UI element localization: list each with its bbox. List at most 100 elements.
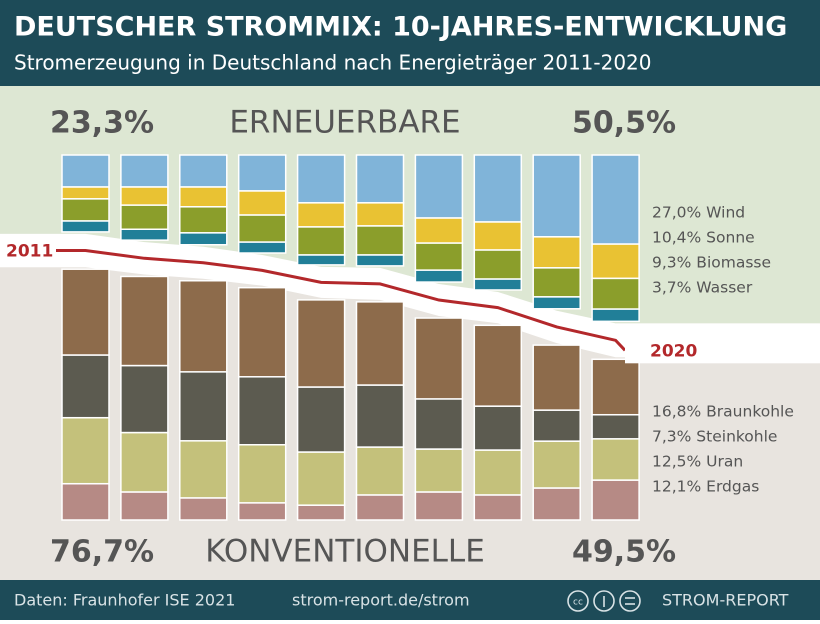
bar-segment <box>532 236 581 269</box>
legend-label: 7,3% Steinkohle <box>652 428 777 446</box>
bar-segment <box>296 504 346 521</box>
bar-segment <box>296 451 346 506</box>
bar-segment <box>237 286 287 378</box>
legend-label: 9,3% Biomasse <box>652 254 771 272</box>
bar-segment <box>120 364 169 434</box>
bar-segment <box>237 154 287 192</box>
bar-segment <box>355 154 405 204</box>
group-title: KONVENTIONELLE <box>205 534 485 570</box>
bar-segment <box>179 232 228 246</box>
bar-segment <box>61 268 110 356</box>
bar-segment <box>473 278 523 291</box>
bar-segment <box>355 301 405 386</box>
license-icons: cc <box>567 590 641 612</box>
bar-segment <box>473 324 523 407</box>
bar-segment <box>532 154 581 238</box>
bar-segment <box>120 275 169 367</box>
bar-segment <box>237 214 287 243</box>
bar-segment <box>414 269 464 283</box>
bar-segment <box>237 502 287 521</box>
year-label-box <box>625 337 820 364</box>
subtitle: Stromerzeugung in Deutschland nach Energ… <box>14 51 652 75</box>
bar-segment <box>591 438 640 481</box>
bar-segment <box>355 384 405 448</box>
bar-segment <box>61 220 110 233</box>
bar-segment <box>61 416 110 485</box>
bar-segment <box>414 154 464 219</box>
year-label-box <box>0 237 56 264</box>
bar-segment <box>179 440 228 499</box>
bar-segment <box>179 280 228 373</box>
bar-segment <box>532 296 581 310</box>
bar-segment <box>355 254 405 267</box>
bar-segment <box>532 409 581 442</box>
bar-segment <box>296 226 346 256</box>
share-label: 76,7% <box>50 535 154 570</box>
bar-segment <box>355 225 405 256</box>
bar-segment <box>61 198 110 222</box>
footer-source: Daten: Fraunhofer ISE 2021 <box>14 591 235 610</box>
header <box>0 0 820 86</box>
bar-segment <box>532 440 581 489</box>
bar-segment <box>179 154 228 188</box>
trend-line <box>55 249 627 352</box>
bar-segment <box>355 446 405 496</box>
bar-segment <box>414 491 464 521</box>
svg-text:cc: cc <box>573 598 583 608</box>
legend-label: 10,4% Sonne <box>652 229 755 247</box>
bar-segment <box>237 444 287 504</box>
bar-segment <box>532 487 581 521</box>
footer <box>0 580 820 620</box>
bar-segment <box>179 371 228 442</box>
split-band <box>0 233 820 358</box>
legend-label: 27,0% Wind <box>652 204 745 222</box>
bar-segment <box>414 398 464 450</box>
bar-segment <box>237 190 287 216</box>
bar-segment <box>179 206 228 234</box>
bar-segment <box>120 186 169 206</box>
bar-segment <box>61 186 110 200</box>
bar-segment <box>61 354 110 419</box>
footer-url: strom-report.de/strom <box>292 591 470 610</box>
legend-label: 16,8% Braunkohle <box>652 403 794 421</box>
bar-segment <box>179 186 228 208</box>
bar-segment <box>414 217 464 244</box>
share-label: 49,5% <box>572 535 676 570</box>
bar-segment <box>120 204 169 231</box>
bar-segment <box>296 202 346 228</box>
bar-segment <box>591 277 640 310</box>
bar-segment <box>296 386 346 453</box>
legend-label: 3,7% Wasser <box>652 279 753 297</box>
year-label: 2011 <box>6 242 53 262</box>
bar-segment <box>296 154 346 204</box>
title: DEUTSCHER STROMMIX: 10-JAHRES-ENTWICKLUN… <box>14 12 787 43</box>
bar-segment <box>355 202 405 227</box>
bar-segment <box>473 494 523 521</box>
bar-segment <box>591 358 640 416</box>
bar-segment <box>532 267 581 298</box>
bar-segment <box>473 405 523 451</box>
bar-segment <box>120 491 169 521</box>
bar-segment <box>532 344 581 411</box>
bar-segment <box>414 448 464 493</box>
bar-segment <box>473 154 523 223</box>
bar-segment <box>591 154 640 245</box>
bar-segment <box>61 482 110 521</box>
bar-segment <box>237 376 287 446</box>
legend-label: 12,5% Uran <box>652 453 743 471</box>
bar-segment <box>414 317 464 400</box>
bar-segment <box>591 243 640 280</box>
bar-segment <box>591 308 640 323</box>
bar-segment <box>591 479 640 521</box>
footer-brand: STROM-REPORT <box>662 591 789 610</box>
bar-segment <box>120 228 169 241</box>
bar-segment <box>296 299 346 388</box>
bar-segment <box>414 242 464 271</box>
bar-segment <box>179 497 228 521</box>
bar-segment <box>473 221 523 251</box>
bar-segment <box>237 241 287 254</box>
bar-segment <box>61 154 110 188</box>
share-label: 50,5% <box>572 106 676 141</box>
year-label: 2020 <box>650 341 697 361</box>
